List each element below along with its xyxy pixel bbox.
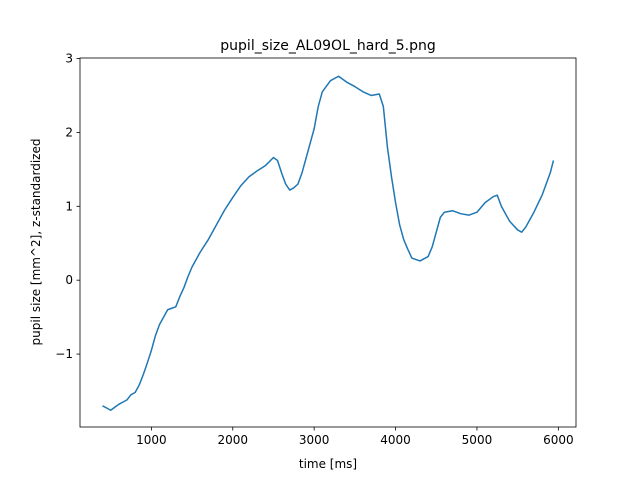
y-tick-label: 3 (65, 52, 73, 66)
x-axis-label: time [ms] (299, 457, 357, 471)
y-tick-label: 2 (65, 125, 73, 139)
chart-title: pupil_size_AL09OL_hard_5.png (220, 38, 435, 54)
x-tick-label: 2000 (217, 433, 248, 447)
x-tick-label: 5000 (462, 433, 493, 447)
x-tick-label: 6000 (543, 433, 574, 447)
y-tick-label: 1 (65, 199, 73, 213)
data-line (102, 75, 555, 411)
y-tick-label: −1 (55, 347, 73, 361)
x-tick-label: 3000 (299, 433, 330, 447)
x-tick-label: 1000 (136, 433, 167, 447)
x-tick-label: 4000 (380, 433, 411, 447)
y-axis-label: pupil size [mm^2], z-standardized (29, 139, 43, 346)
y-tick-label: 0 (65, 273, 73, 287)
plot-frame (79, 57, 577, 428)
